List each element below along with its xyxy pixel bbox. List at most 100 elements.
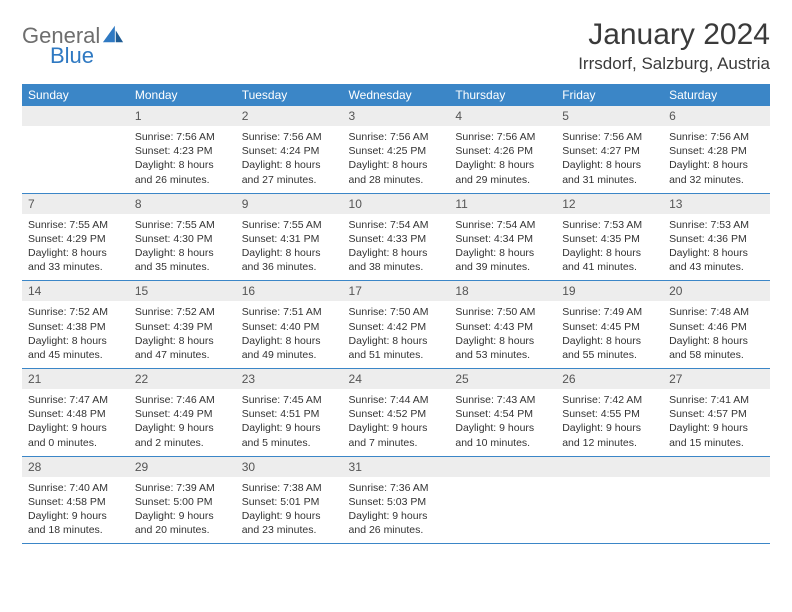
day-line: Sunset: 4:46 PM: [669, 320, 764, 334]
day-line: Sunrise: 7:55 AM: [135, 218, 230, 232]
day-number: 13: [663, 194, 770, 214]
day-line: Sunrise: 7:50 AM: [349, 305, 444, 319]
weekday-header: Friday: [556, 84, 663, 106]
day-number: 26: [556, 369, 663, 389]
day-line: Daylight: 8 hours: [562, 158, 657, 172]
day-line: Daylight: 8 hours: [28, 246, 123, 260]
month-title: January 2024: [578, 18, 770, 52]
weekday-header: Tuesday: [236, 84, 343, 106]
day-line: Sunset: 4:51 PM: [242, 407, 337, 421]
day-number: 24: [343, 369, 450, 389]
day-line: Daylight: 8 hours: [135, 246, 230, 260]
day-line: and 43 minutes.: [669, 260, 764, 274]
day-content: Sunrise: 7:46 AMSunset: 4:49 PMDaylight:…: [129, 389, 236, 456]
day-line: and 49 minutes.: [242, 348, 337, 362]
calendar-day-cell: 2Sunrise: 7:56 AMSunset: 4:24 PMDaylight…: [236, 106, 343, 193]
weekday-header: Thursday: [449, 84, 556, 106]
day-line: Daylight: 9 hours: [28, 421, 123, 435]
day-content: Sunrise: 7:42 AMSunset: 4:55 PMDaylight:…: [556, 389, 663, 456]
day-line: Sunrise: 7:42 AM: [562, 393, 657, 407]
weekday-header: Monday: [129, 84, 236, 106]
day-content: Sunrise: 7:56 AMSunset: 4:28 PMDaylight:…: [663, 126, 770, 193]
day-line: Sunset: 4:48 PM: [28, 407, 123, 421]
day-line: Sunrise: 7:36 AM: [349, 481, 444, 495]
day-line: Sunset: 4:54 PM: [455, 407, 550, 421]
day-line: Sunrise: 7:50 AM: [455, 305, 550, 319]
day-line: and 55 minutes.: [562, 348, 657, 362]
calendar-week-row: 21Sunrise: 7:47 AMSunset: 4:48 PMDayligh…: [22, 369, 770, 457]
logo: General Blue: [22, 18, 124, 66]
day-line: Sunset: 4:45 PM: [562, 320, 657, 334]
day-line: Daylight: 8 hours: [135, 334, 230, 348]
calendar-day-cell: 20Sunrise: 7:48 AMSunset: 4:46 PMDayligh…: [663, 281, 770, 369]
day-line: Sunrise: 7:55 AM: [28, 218, 123, 232]
day-line: Daylight: 8 hours: [455, 246, 550, 260]
day-line: and 18 minutes.: [28, 523, 123, 537]
day-line: and 47 minutes.: [135, 348, 230, 362]
day-line: Daylight: 8 hours: [562, 334, 657, 348]
day-line: Daylight: 9 hours: [28, 509, 123, 523]
day-line: Daylight: 8 hours: [135, 158, 230, 172]
day-number: 20: [663, 281, 770, 301]
day-line: Sunrise: 7:46 AM: [135, 393, 230, 407]
day-content: Sunrise: 7:56 AMSunset: 4:27 PMDaylight:…: [556, 126, 663, 193]
day-line: and 0 minutes.: [28, 436, 123, 450]
calendar-day-cell: 17 Sunrise: 7:50 AMSunset: 4:42 PMDayligh…: [343, 281, 450, 369]
day-content: Sunrise: 7:56 AMSunset: 4:23 PMDaylight:…: [129, 126, 236, 193]
day-line: Sunset: 5:03 PM: [349, 495, 444, 509]
day-content: Sunrise: 7:39 AMSunset: 5:00 PMDaylight:…: [129, 477, 236, 544]
day-line: and 28 minutes.: [349, 173, 444, 187]
calendar-day-cell: 13Sunrise: 7:53 AMSunset: 4:36 PMDayligh…: [663, 193, 770, 281]
day-number: 1: [129, 106, 236, 126]
title-block: January 2024 Irrsdorf, Salzburg, Austria: [578, 18, 770, 74]
day-number: [556, 457, 663, 477]
day-line: Sunrise: 7:44 AM: [349, 393, 444, 407]
calendar-week-row: 1Sunrise: 7:56 AMSunset: 4:23 PMDaylight…: [22, 106, 770, 193]
calendar-day-cell: 3Sunrise: 7:56 AMSunset: 4:25 PMDaylight…: [343, 106, 450, 193]
day-line: Sunrise: 7:56 AM: [242, 130, 337, 144]
calendar-day-cell: 14Sunrise: 7:52 AMSunset: 4:38 PMDayligh…: [22, 281, 129, 369]
day-line: Sunrise: 7:49 AM: [562, 305, 657, 319]
calendar-day-cell: 24Sunrise: 7:44 AMSunset: 4:52 PMDayligh…: [343, 369, 450, 457]
day-number: 23: [236, 369, 343, 389]
day-line: and 41 minutes.: [562, 260, 657, 274]
day-content: Sunrise: 7:45 AMSunset: 4:51 PMDaylight:…: [236, 389, 343, 456]
day-line: Daylight: 9 hours: [135, 509, 230, 523]
day-content: [449, 477, 556, 487]
header: General Blue January 2024 Irrsdorf, Salz…: [22, 18, 770, 74]
day-line: Sunset: 4:31 PM: [242, 232, 337, 246]
day-line: and 29 minutes.: [455, 173, 550, 187]
day-content: Sunrise: 7:55 AMSunset: 4:29 PMDaylight:…: [22, 214, 129, 281]
day-line: and 38 minutes.: [349, 260, 444, 274]
day-line: Sunset: 4:25 PM: [349, 144, 444, 158]
day-line: Sunrise: 7:56 AM: [455, 130, 550, 144]
day-number: 17: [343, 281, 450, 301]
day-number: 9: [236, 194, 343, 214]
day-line: and 45 minutes.: [28, 348, 123, 362]
day-number: 21: [22, 369, 129, 389]
day-line: and 36 minutes.: [242, 260, 337, 274]
day-number: 30: [236, 457, 343, 477]
day-line: Sunset: 4:27 PM: [562, 144, 657, 158]
calendar-day-cell: 30Sunrise: 7:38 AMSunset: 5:01 PMDayligh…: [236, 456, 343, 544]
day-number: 27: [663, 369, 770, 389]
day-line: Daylight: 9 hours: [242, 421, 337, 435]
day-line: Sunset: 4:42 PM: [349, 320, 444, 334]
day-line: and 7 minutes.: [349, 436, 444, 450]
day-line: and 32 minutes.: [669, 173, 764, 187]
calendar-day-cell: 12Sunrise: 7:53 AMSunset: 4:35 PMDayligh…: [556, 193, 663, 281]
day-line: Sunset: 4:28 PM: [669, 144, 764, 158]
day-number: 14: [22, 281, 129, 301]
day-line: Daylight: 9 hours: [562, 421, 657, 435]
day-line: Sunset: 4:26 PM: [455, 144, 550, 158]
day-line: Daylight: 9 hours: [455, 421, 550, 435]
day-number: 22: [129, 369, 236, 389]
day-number: 16: [236, 281, 343, 301]
day-content: Sunrise: 7:49 AMSunset: 4:45 PMDaylight:…: [556, 301, 663, 368]
day-content: Sunrise: 7:52 AMSunset: 4:39 PMDaylight:…: [129, 301, 236, 368]
calendar-day-cell: 22Sunrise: 7:46 AMSunset: 4:49 PMDayligh…: [129, 369, 236, 457]
day-content: Sunrise: 7:41 AMSunset: 4:57 PMDaylight:…: [663, 389, 770, 456]
day-number: [22, 106, 129, 126]
calendar-day-cell: 1Sunrise: 7:56 AMSunset: 4:23 PMDaylight…: [129, 106, 236, 193]
day-line: Daylight: 8 hours: [349, 334, 444, 348]
